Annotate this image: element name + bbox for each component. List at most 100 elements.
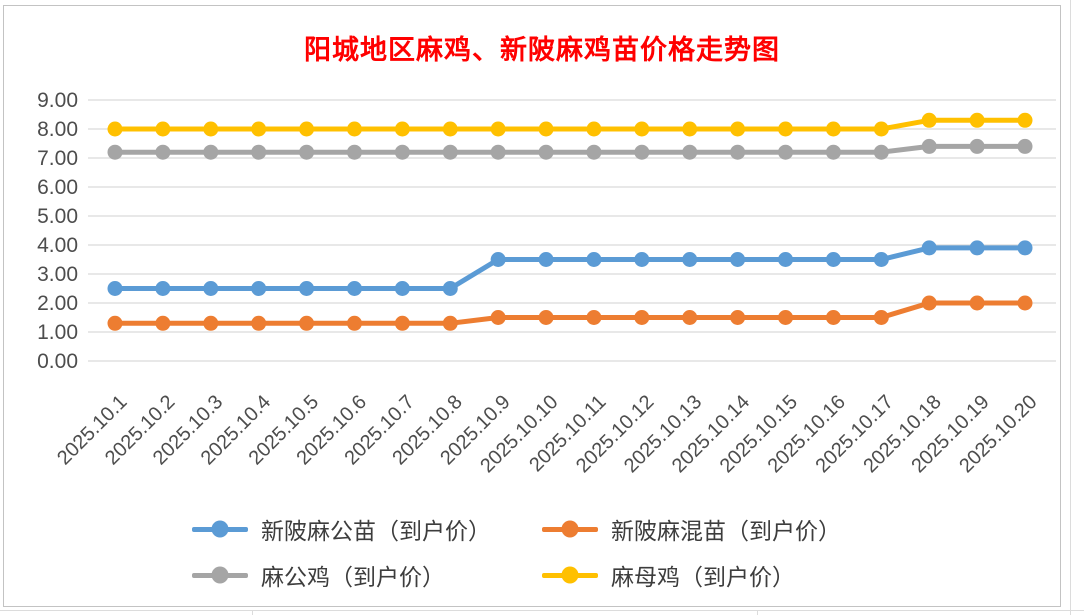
legend-marker-icon [542, 566, 598, 584]
legend-dot-icon [561, 520, 579, 538]
chart-legend: 新陂麻公苗（到户价） 新陂麻混苗（到户价） 麻公鸡（到户价） 麻母鸡（到户价） [0, 512, 1084, 592]
y-axis-tick-label: 9.00 [37, 89, 78, 112]
legend-item-3: 麻母鸡（到户价） [542, 558, 892, 592]
chart-plot-frame [3, 5, 1061, 607]
series-point-1 [921, 295, 937, 311]
legend-label: 麻母鸡（到户价） [611, 565, 795, 590]
series-point-2 [969, 138, 985, 154]
legend-item-0: 新陂麻公苗（到户价） [192, 512, 542, 546]
series-point-3 [873, 121, 889, 137]
series-point-3 [299, 121, 315, 137]
series-point-2 [394, 144, 410, 160]
series-point-2 [921, 138, 937, 154]
series-point-3 [394, 121, 410, 137]
series-point-1 [778, 310, 794, 325]
y-axis-tick-label: 7.00 [37, 147, 78, 170]
series-point-0 [538, 252, 554, 267]
series-point-0 [1017, 240, 1033, 256]
y-axis-tick-label: 4.00 [37, 234, 78, 257]
sheet-gridline-cell [252, 611, 253, 615]
series-point-1 [969, 295, 985, 311]
series-point-3 [251, 121, 267, 137]
series-point-2 [251, 144, 267, 160]
series-point-1 [538, 310, 554, 325]
series-point-3 [778, 121, 794, 137]
series-point-2 [346, 144, 362, 160]
series-point-1 [155, 315, 171, 331]
legend-marker-icon [192, 566, 248, 584]
series-point-0 [251, 281, 267, 296]
y-axis-tick-label: 6.00 [37, 176, 78, 199]
legend-marker-icon [542, 520, 598, 538]
y-axis-tick-label: 0.00 [37, 350, 78, 373]
y-axis-tick-label: 5.00 [37, 205, 78, 228]
series-point-1 [251, 315, 267, 331]
series-point-0 [490, 252, 506, 267]
series-point-1 [730, 310, 746, 325]
chart-title: 阳城地区麻鸡、新陂麻鸡苗价格走势图 [304, 35, 780, 65]
series-point-3 [442, 121, 458, 137]
series-point-1 [394, 315, 410, 331]
series-point-2 [873, 144, 889, 160]
series-point-3 [825, 121, 841, 137]
series-point-1 [1017, 295, 1033, 311]
series-line-0 [112, 245, 1028, 291]
plot-area: 0.00 1.00 2.00 3.00 4.00 5.00 6.00 7.00 8.00 9.00… [37, 89, 1056, 477]
series-point-3 [538, 121, 554, 137]
series-point-3 [921, 112, 937, 128]
series-point-0 [682, 252, 698, 267]
series-point-3 [107, 121, 123, 137]
series-line-1 [112, 300, 1028, 326]
series-line-2 [112, 143, 1028, 155]
series-point-2 [155, 144, 171, 160]
legend-dot-icon [211, 520, 229, 538]
legend-item-1: 新陂麻混苗（到户价） [542, 512, 892, 546]
series-point-0 [778, 252, 794, 267]
series-point-2 [634, 144, 650, 160]
series-point-1 [203, 315, 219, 331]
series-point-1 [634, 310, 650, 325]
series-point-0 [107, 281, 123, 296]
series-point-2 [538, 144, 554, 160]
series-point-1 [682, 310, 698, 325]
sheet-gridline-cell [757, 611, 758, 615]
series-point-3 [1017, 112, 1033, 128]
series-point-3 [969, 112, 985, 128]
y-axis-tick-label: 1.00 [37, 321, 78, 344]
series-point-2 [490, 144, 506, 160]
series-point-0 [442, 281, 458, 296]
legend-label: 麻公鸡（到户价） [261, 565, 445, 590]
series-point-2 [825, 144, 841, 160]
series-point-1 [490, 310, 506, 325]
series-point-3 [682, 121, 698, 137]
series-point-0 [730, 252, 746, 267]
series-point-2 [1017, 138, 1033, 154]
series-point-0 [586, 252, 602, 267]
y-axis-tick-label: 8.00 [37, 118, 78, 141]
series-point-0 [394, 281, 410, 296]
legend-label: 新陂麻公苗（到户价） [261, 519, 491, 544]
series-point-0 [634, 252, 650, 267]
series-point-0 [346, 281, 362, 296]
series-point-3 [155, 121, 171, 137]
series-point-0 [969, 240, 985, 256]
legend-item-2: 麻公鸡（到户价） [192, 558, 542, 592]
series-point-0 [203, 281, 219, 296]
series-point-3 [346, 121, 362, 137]
series-point-1 [586, 310, 602, 325]
series-point-3 [634, 121, 650, 137]
series-point-0 [155, 281, 171, 296]
series-point-2 [682, 144, 698, 160]
series-point-1 [107, 315, 123, 331]
y-axis-tick-label: 3.00 [37, 263, 78, 286]
legend-marker-icon [192, 520, 248, 538]
series-point-2 [107, 144, 123, 160]
series-point-0 [873, 252, 889, 267]
series-line-3 [112, 117, 1028, 132]
series-point-2 [299, 144, 315, 160]
series-point-0 [825, 252, 841, 267]
series-point-0 [299, 281, 315, 296]
series-point-3 [730, 121, 746, 137]
legend-dot-icon [561, 566, 579, 584]
